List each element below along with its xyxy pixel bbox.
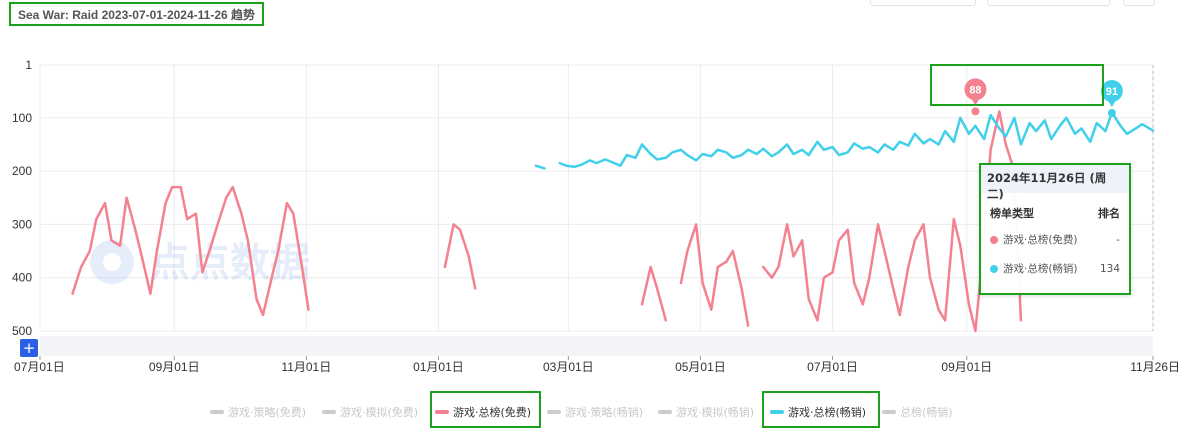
legend-label: 总榜(畅销): [900, 406, 953, 419]
legend-swatch: [882, 410, 896, 414]
tooltip: 2024年11月26日 (周二) 榜单类型 排名 游戏·总榜(免费) - 游戏·…: [979, 163, 1131, 295]
legend-label: 游戏·模拟(免费): [340, 406, 419, 419]
y-tick-label: 200: [12, 164, 32, 178]
annotation-pin: [964, 78, 987, 101]
watermark-logo-inner: [103, 253, 121, 271]
x-tick-label: 11月01日: [281, 360, 331, 374]
legend-highlight-box: [762, 391, 880, 428]
y-tick-label: 100: [12, 111, 32, 125]
tooltip-col-type: 榜单类型: [990, 207, 1034, 220]
annotation-layer: 88 91: [964, 78, 1123, 117]
series-layer: [71, 110, 1155, 333]
annotation-point: [971, 107, 980, 116]
y-tick-label: 400: [12, 271, 32, 285]
legend-swatch: [658, 410, 672, 414]
legend-label: 游戏·总榜(免费): [453, 406, 532, 419]
range-slider[interactable]: [40, 336, 1153, 356]
legend-item[interactable]: 总榜(畅销): [882, 404, 953, 420]
zoom-in-button[interactable]: +: [20, 339, 38, 357]
chart-legend: 游戏·策略(免费) 游戏·模拟(免费) 游戏·总榜(免费) 游戏·策略(畅销) …: [0, 391, 1184, 428]
annotation-pin-tail: [1105, 96, 1118, 107]
legend-label: 游戏·总榜(畅销): [788, 406, 867, 419]
legend-swatch: [322, 410, 336, 414]
chart-title: Sea War: Raid 2023-07-01-2024-11-26 趋势: [9, 2, 265, 26]
highlight-box-markers: [930, 64, 1104, 106]
chart-canvas: 点点数据 1 100 200 300 400 500 07月01日 09月01日 11月01日…: [12, 58, 1180, 374]
x-tick-label: 07月01日: [807, 360, 858, 374]
watermark-logo-icon: [90, 240, 134, 284]
legend-highlight-box: [430, 391, 541, 428]
toolbar-button-right[interactable]: [1123, 0, 1155, 6]
legend-swatch: [210, 410, 224, 414]
legend-item[interactable]: 游戏·策略(免费): [210, 404, 306, 420]
legend-swatch: [770, 410, 784, 414]
tooltip-row-label: 游戏·总榜(免费): [1003, 234, 1078, 246]
legend-item[interactable]: 游戏·模拟(畅销): [658, 404, 754, 420]
tooltip-row-grossing: 游戏·总榜(畅销) 134: [981, 254, 1129, 283]
annotation-pin: [1100, 79, 1123, 102]
tooltip-row-free: 游戏·总榜(免费) -: [981, 225, 1129, 254]
tooltip-col-rank: 排名: [1098, 207, 1120, 220]
series-line-grossing: [534, 111, 1155, 170]
legend-swatch: [547, 410, 561, 414]
y-tick-label: 1: [25, 58, 32, 72]
x-tick-label: 09月01日: [941, 360, 992, 374]
y-axis: 1 100 200 300 400 500: [12, 58, 32, 338]
legend-swatch: [435, 410, 449, 414]
legend-item[interactable]: 游戏·策略(畅销): [547, 404, 643, 420]
legend-item[interactable]: 游戏·总榜(畅销): [770, 404, 866, 420]
annotation-label: 91: [1106, 86, 1118, 98]
legend-label: 游戏·策略(免费): [228, 406, 307, 419]
legend-item[interactable]: 游戏·模拟(免费): [322, 404, 418, 420]
legend-label: 游戏·模拟(畅销): [676, 406, 755, 419]
x-tick-label: 07月01日: [14, 360, 65, 374]
y-tick-label: 300: [12, 217, 32, 231]
x-axis: 07月01日 09月01日 11月01日 01月01日 03月01日 05月01日 07月0…: [14, 356, 1180, 374]
x-tick-label: 09月01日: [149, 360, 200, 374]
chart-grid: [39, 64, 1154, 332]
tooltip-row-value: 134: [1099, 262, 1120, 275]
x-tick-label: 01月01日: [413, 360, 464, 374]
annotation-pin-tail: [969, 95, 982, 106]
x-tick-label: 03月01日: [543, 360, 594, 374]
y-tick-label: 500: [12, 324, 32, 338]
legend-label: 游戏·策略(畅销): [565, 406, 644, 419]
watermark-text: 点点数据: [150, 240, 310, 286]
tooltip-date: 2024年11月26日 (周二): [981, 165, 1129, 201]
toolbar-button-middle[interactable]: [987, 0, 1110, 6]
toolbar-button-left[interactable]: [870, 0, 976, 6]
watermark: 点点数据: [90, 240, 310, 286]
tooltip-row-value: -: [1116, 233, 1120, 246]
tooltip-row-label: 游戏·总榜(畅销): [1003, 263, 1078, 275]
tooltip-dot-grossing: [990, 264, 998, 273]
series-line-free: [71, 110, 1023, 333]
legend-item[interactable]: 游戏·总榜(免费): [435, 404, 531, 420]
annotation-point: [1107, 108, 1116, 117]
tooltip-dot-free: [990, 235, 998, 244]
x-tick-label: 05月01日: [675, 360, 726, 374]
x-tick-label: 11月26日: [1130, 360, 1180, 374]
annotation-label: 88: [969, 84, 981, 96]
